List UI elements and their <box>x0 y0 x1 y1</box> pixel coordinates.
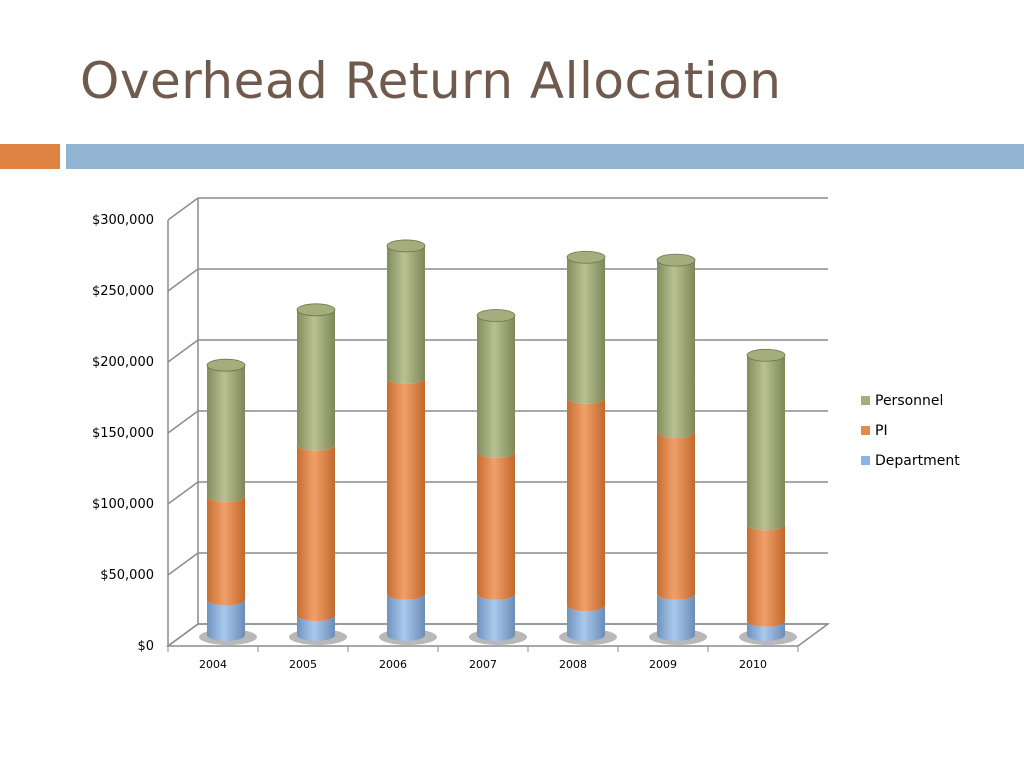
bar-group-2010 <box>739 348 797 645</box>
chart-legend: Personnel PI Department <box>861 393 960 469</box>
bar-segment-department <box>207 599 245 641</box>
slide-title: Overhead Return Allocation <box>80 52 782 110</box>
bar-segment-department <box>387 593 425 641</box>
bar-segment-personnel <box>567 257 605 404</box>
x-tick-label: 2006 <box>379 658 407 671</box>
chart-floor <box>165 623 831 647</box>
gridline-side <box>167 197 199 221</box>
bar-segment-personnel <box>657 260 695 438</box>
x-tick-label: 2010 <box>739 658 767 671</box>
bar-group-2005 <box>289 303 347 645</box>
bar-segment-personnel <box>207 365 245 502</box>
bar-segment-pi <box>477 451 515 600</box>
x-tick-label: 2009 <box>649 658 677 671</box>
bar-segment-department <box>297 615 335 641</box>
bar-top-cap <box>656 253 696 267</box>
bar-segment-department <box>477 593 515 641</box>
title-accent-bar-orange <box>0 144 60 169</box>
y-axis-ticks: $0 $50,000 $100,000 $150,000 $200,000 $250,00… <box>92 213 154 654</box>
bar-segment-department <box>747 620 785 641</box>
gridline-side <box>167 481 199 505</box>
x-tick-label: 2004 <box>199 658 227 671</box>
bar-segment-pi <box>207 495 245 606</box>
legend-swatch-pi <box>861 426 870 435</box>
bar-segment-personnel <box>477 315 515 458</box>
chart-bars <box>199 239 797 645</box>
bar-segment-pi <box>297 444 335 622</box>
x-axis-ticks: 2004 2005 2006 2007 2008 2009 2010 <box>167 646 799 671</box>
y-tick-label: $100,000 <box>92 497 154 512</box>
legend-label-pi: PI <box>875 423 888 439</box>
bar-group-2006 <box>379 239 437 645</box>
bar-top-cap <box>476 309 516 322</box>
bar-group-2009 <box>649 253 707 645</box>
bar-segment-pi <box>657 431 695 600</box>
bar-segment-department <box>657 593 695 641</box>
y-tick-label: $250,000 <box>92 284 154 299</box>
x-tick-label: 2005 <box>289 658 317 671</box>
bar-group-2004 <box>199 358 257 645</box>
bar-segment-pi <box>567 397 605 612</box>
bar-segment-pi <box>747 524 785 627</box>
gridline-side <box>167 552 199 576</box>
bar-segment-pi <box>387 377 425 600</box>
legend-swatch-department <box>861 456 870 465</box>
y-tick-label: $0 <box>137 639 154 654</box>
bar-top-cap <box>296 303 336 317</box>
x-tick-label: 2007 <box>469 658 497 671</box>
gridline-side <box>167 268 199 292</box>
y-tick-label: $150,000 <box>92 426 154 441</box>
bar-segment-department <box>567 605 605 641</box>
y-tick-label: $50,000 <box>100 568 154 583</box>
bar-top-cap <box>386 239 426 253</box>
bar-segment-personnel <box>387 245 425 384</box>
bar-group-2008 <box>559 250 617 645</box>
y-tick-label: $200,000 <box>92 355 154 370</box>
bar-top-cap <box>206 358 246 372</box>
legend-label-department: Department <box>875 453 960 469</box>
bar-top-cap <box>566 250 606 264</box>
bar-group-2007 <box>469 309 527 645</box>
y-tick-label: $300,000 <box>92 213 154 228</box>
gridline-side <box>167 339 199 363</box>
title-accent-bar-blue <box>66 144 1024 169</box>
x-tick-label: 2008 <box>559 658 587 671</box>
bar-segment-personnel <box>297 309 335 451</box>
legend-swatch-personnel <box>861 396 870 405</box>
bar-top-cap <box>746 348 786 362</box>
legend-label-personnel: Personnel <box>875 393 943 409</box>
bar-segment-personnel <box>747 355 785 531</box>
gridline-side <box>167 410 199 434</box>
